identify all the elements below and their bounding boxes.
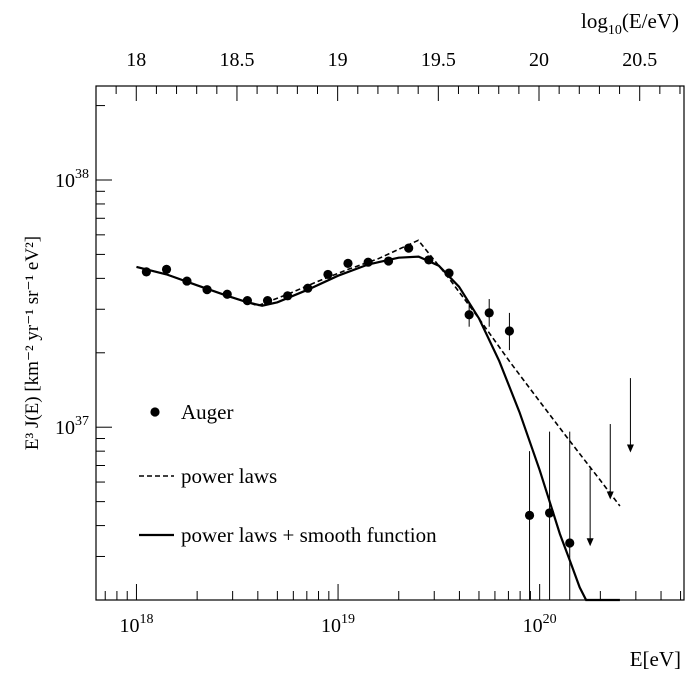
upper-limit-arrow bbox=[586, 538, 594, 547]
top-tick-label: 19 bbox=[328, 49, 348, 71]
top-axis-label: log10(E/eV) bbox=[581, 9, 679, 38]
top-axis-ticks: 18 18.5 19 19.5 20 20.5 bbox=[95, 49, 681, 101]
legend-marker-points bbox=[150, 407, 160, 417]
data-point bbox=[303, 283, 313, 293]
data-point bbox=[424, 255, 434, 265]
left-tick-label: 1038 bbox=[55, 167, 89, 192]
plot-frame bbox=[95, 85, 685, 601]
data-point bbox=[524, 510, 535, 520]
x-axis-label: E[eV] bbox=[630, 647, 681, 671]
smooth-function-curve bbox=[136, 255, 620, 602]
upper-limit-arrow bbox=[626, 444, 634, 453]
data-point bbox=[141, 267, 151, 277]
legend: Auger power laws power laws + smooth funct… bbox=[139, 400, 437, 547]
auger-data-points bbox=[141, 243, 634, 600]
left-tick-label: 1037 bbox=[55, 414, 89, 439]
data-point bbox=[404, 243, 414, 253]
data-point bbox=[343, 258, 353, 268]
data-point bbox=[363, 257, 373, 267]
data-point bbox=[464, 310, 474, 320]
top-tick-label: 19.5 bbox=[421, 49, 456, 71]
data-point bbox=[242, 296, 252, 306]
data-point bbox=[484, 308, 494, 318]
data-point bbox=[283, 291, 293, 301]
data-point bbox=[544, 508, 555, 518]
bottom-tick-label: 1018 bbox=[119, 612, 153, 637]
top-tick-label: 20 bbox=[529, 49, 549, 71]
data-point bbox=[202, 285, 212, 295]
top-tick-label: 18 bbox=[126, 49, 146, 71]
data-point bbox=[323, 269, 333, 280]
bottom-tick-label: 1020 bbox=[523, 612, 557, 637]
top-tick-label: 18.5 bbox=[219, 49, 254, 71]
y-axis-label: E³ J(E) [km⁻² yr⁻¹ sr⁻¹ eV²] bbox=[22, 236, 43, 450]
legend-label: power laws + smooth function bbox=[181, 523, 437, 547]
legend-label: power laws bbox=[181, 464, 277, 488]
data-point bbox=[565, 538, 575, 548]
top-tick-label: 20.5 bbox=[622, 49, 657, 71]
left-axis-ticks: 1037 1038 bbox=[55, 105, 112, 601]
data-point bbox=[444, 268, 454, 278]
legend-label: Auger bbox=[181, 400, 233, 424]
bottom-tick-label: 1019 bbox=[321, 612, 355, 637]
data-point bbox=[222, 289, 232, 299]
data-point bbox=[262, 296, 273, 306]
data-point bbox=[504, 326, 515, 336]
upper-limit-arrow bbox=[606, 491, 614, 500]
fit-curves bbox=[136, 239, 621, 602]
data-point bbox=[182, 276, 192, 286]
data-point bbox=[383, 256, 394, 266]
bottom-axis-ticks: 1018 1019 1020 bbox=[104, 584, 682, 637]
data-point bbox=[161, 264, 172, 274]
